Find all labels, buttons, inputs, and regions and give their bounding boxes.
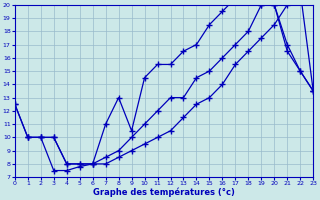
X-axis label: Graphe des températures (°c): Graphe des températures (°c) (93, 188, 235, 197)
